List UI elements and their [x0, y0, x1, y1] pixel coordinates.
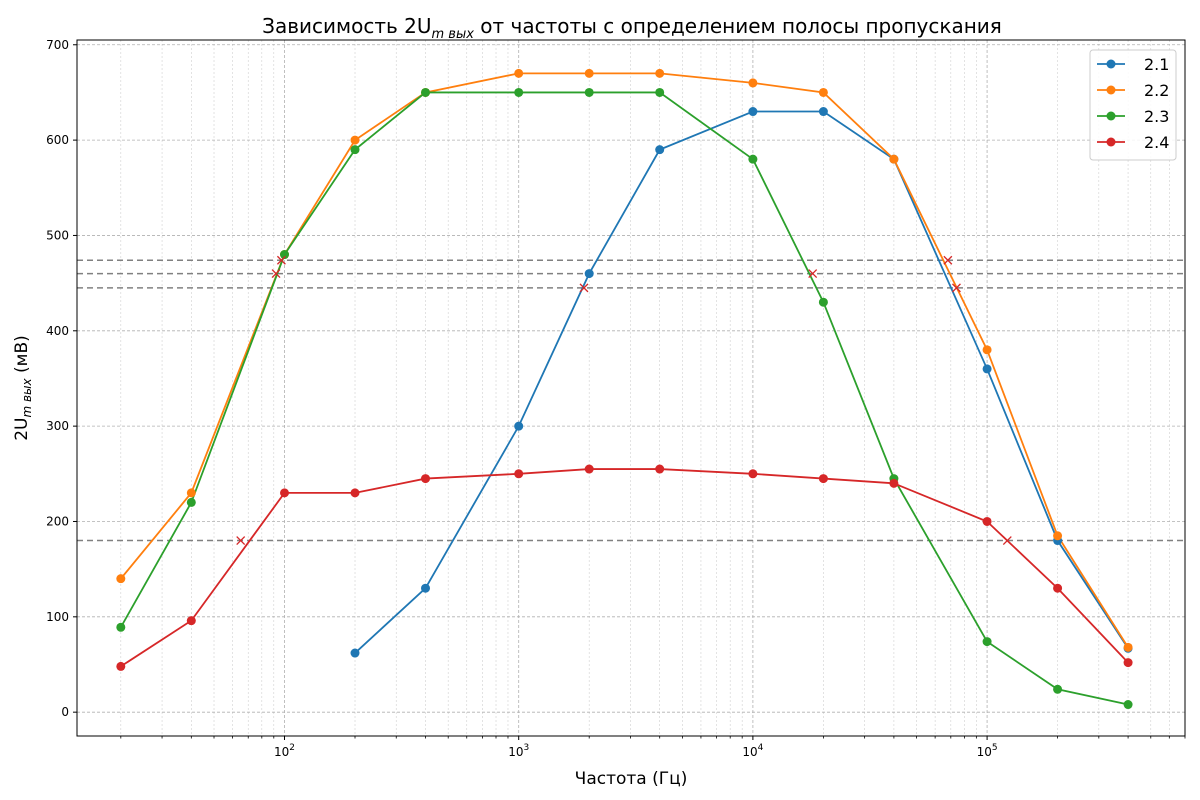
data-point-2.1	[350, 648, 360, 658]
band-edge-marker	[579, 283, 589, 293]
data-point-2.2	[116, 574, 126, 584]
legend-label: 2.2	[1144, 81, 1169, 100]
x-axis-ticks: 102 103 104 105	[120, 736, 1186, 759]
series-points	[116, 68, 1133, 710]
data-point-2.3	[818, 297, 828, 307]
data-point-2.3	[186, 497, 196, 507]
data-point-2.3	[655, 87, 665, 97]
data-point-2.1	[818, 107, 828, 117]
data-point-2.4	[982, 516, 992, 526]
y-tick-label: 400	[46, 324, 69, 338]
data-point-2.4	[421, 474, 431, 484]
band-edge-marker	[951, 283, 961, 293]
band-edge-marker	[276, 255, 286, 265]
data-point-2.3	[350, 145, 360, 155]
data-point-2.3	[748, 154, 758, 164]
data-point-2.4	[818, 474, 828, 484]
x-tick-label: 103	[508, 743, 529, 759]
data-point-2.1	[655, 145, 665, 155]
legend: 2.1 2.2 2.3 2.4	[1089, 49, 1177, 161]
data-point-2.4	[1123, 658, 1133, 668]
data-point-2.4	[350, 488, 360, 498]
legend-label: 2.3	[1144, 107, 1169, 126]
x-tick-label: 104	[742, 743, 763, 759]
y-tick-label: 0	[61, 705, 69, 719]
legend-swatch-marker	[1106, 137, 1116, 147]
y-axis-label: 2Um вых (мВ)	[12, 335, 34, 441]
y-tick-label: 500	[46, 228, 69, 242]
data-point-2.2	[982, 345, 992, 355]
y-tick-label: 700	[46, 38, 69, 52]
data-point-2.1	[584, 269, 594, 279]
data-point-2.4	[889, 478, 899, 488]
data-point-2.2	[584, 68, 594, 78]
minor-grid	[120, 40, 1186, 736]
x-tick-label: 105	[977, 743, 998, 759]
x-axis-label: Частота (Гц)	[575, 769, 688, 789]
data-point-2.2	[889, 154, 899, 164]
legend-swatch-marker	[1106, 59, 1116, 69]
data-point-2.2	[818, 87, 828, 97]
data-point-2.1	[982, 364, 992, 374]
plot-background	[77, 40, 1185, 736]
reference-lines	[77, 259, 1185, 542]
data-point-2.2	[1053, 531, 1063, 541]
data-point-2.2	[514, 68, 524, 78]
data-point-2.3	[584, 87, 594, 97]
data-point-2.3	[280, 250, 290, 260]
data-point-2.4	[280, 488, 290, 498]
data-point-2.1	[514, 421, 524, 431]
legend-label: 2.4	[1144, 133, 1169, 152]
data-point-2.2	[1123, 642, 1133, 652]
band-edge-marker	[271, 269, 281, 279]
y-tick-label: 300	[46, 419, 69, 433]
band-edge-markers	[236, 255, 1012, 546]
data-point-2.4	[748, 469, 758, 479]
band-edge-marker	[1002, 536, 1012, 546]
y-tick-label: 100	[46, 610, 69, 624]
legend-swatch-marker	[1106, 85, 1116, 95]
data-point-2.3	[982, 637, 992, 647]
y-tick-label: 600	[46, 133, 69, 147]
plot-area	[76, 39, 1186, 737]
band-edge-marker	[808, 269, 818, 279]
data-point-2.4	[1053, 583, 1063, 593]
series-line-2.4	[120, 468, 1129, 668]
data-point-2.3	[514, 87, 524, 97]
data-point-2.4	[514, 469, 524, 479]
data-point-2.3	[1123, 700, 1133, 710]
data-point-2.4	[655, 464, 665, 474]
data-point-2.2	[748, 78, 758, 88]
data-point-2.3	[1053, 684, 1063, 694]
band-edge-marker	[236, 536, 246, 546]
data-point-2.2	[350, 135, 360, 145]
data-point-2.1	[421, 583, 431, 593]
data-point-2.4	[116, 661, 126, 671]
legend-box	[1089, 49, 1177, 161]
data-point-2.3	[421, 87, 431, 97]
series-line-2.3	[120, 91, 1129, 706]
data-point-2.4	[186, 616, 196, 626]
legend-label: 2.1	[1144, 55, 1169, 74]
data-point-2.2	[655, 68, 665, 78]
band-edge-marker	[943, 255, 953, 265]
data-point-2.3	[116, 622, 126, 632]
chart-title: Зависимость 2Um вых от частоты с определ…	[262, 14, 1002, 42]
y-tick-label: 200	[46, 514, 69, 528]
data-point-2.2	[186, 488, 196, 498]
data-point-2.4	[584, 464, 594, 474]
y-axis-ticks: 0 100 200 300 400 500 600 700	[46, 38, 77, 719]
legend-swatch-marker	[1106, 111, 1116, 121]
x-tick-label: 102	[274, 743, 295, 759]
data-point-2.1	[748, 107, 758, 117]
plot-frame	[76, 39, 1186, 737]
